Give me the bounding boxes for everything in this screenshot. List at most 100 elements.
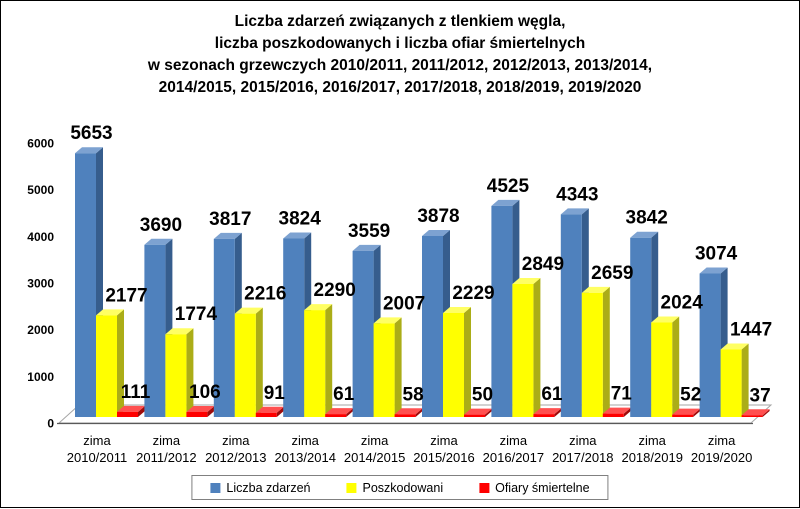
x-axis-label-bottom: 2017/2018 xyxy=(552,450,613,465)
y-axis-label: 6000 xyxy=(27,137,54,151)
x-axis-label-top: zima xyxy=(291,433,319,448)
bar-top-face xyxy=(117,405,145,412)
value-label-liczba-zdarzen-2016/2017: 4525 xyxy=(487,176,530,197)
bar-front-face xyxy=(283,238,305,417)
bar-top-face xyxy=(96,309,124,316)
value-label-poszkodowani-2017/2018: 2659 xyxy=(591,263,633,284)
x-axis-label-bottom: 2013/2014 xyxy=(274,450,335,465)
bar-top-face xyxy=(699,267,728,274)
chart-title-line-1: Liczba zdarzeń związanych z tlenkiem węg… xyxy=(234,13,566,30)
bar-ofiary-smiertelne-2011/2012 xyxy=(186,406,215,417)
y-axis-label: 5000 xyxy=(27,183,54,197)
bar-side-face xyxy=(255,307,263,417)
bar-ofiary-smiertelne-2010/2011 xyxy=(117,405,145,417)
bar-front-face xyxy=(651,322,673,417)
value-label-liczba-zdarzen-2012/2013: 3817 xyxy=(209,209,251,230)
value-label-liczba-zdarzen-2011/2012: 3690 xyxy=(140,215,182,236)
bar-front-face xyxy=(234,313,256,417)
bar-top-face xyxy=(283,232,312,239)
bar-poszkodowani-2016/2017 xyxy=(512,278,541,417)
chart-title-line-4: 2014/2015, 2015/2016, 2016/2017, 2017/20… xyxy=(158,79,642,96)
bar-front-face xyxy=(96,315,117,417)
bar-top-face xyxy=(443,306,471,313)
chart-title-line-3: w sezonach grzewczych 2010/2011, 2011/20… xyxy=(147,57,653,74)
legend-swatch-red xyxy=(479,482,490,493)
chart-title-line-2: liczba poszkodowanych i liczba ofiar śmi… xyxy=(214,35,586,52)
value-label-poszkodowani-2015/2016: 2229 xyxy=(452,283,494,304)
legend-label-ofiary-smiertelne: Ofiary śmiertelne xyxy=(495,480,590,495)
value-label-liczba-zdarzen-2015/2016: 3878 xyxy=(417,206,459,227)
bar-front-face xyxy=(602,413,624,417)
x-axis-label-top: zima xyxy=(361,433,389,448)
bar-front-face xyxy=(533,414,555,417)
bar-front-face xyxy=(186,412,208,417)
value-label-poszkodowani-2016/2017: 2849 xyxy=(522,254,564,275)
bar-top-face xyxy=(602,407,631,414)
x-axis-label-top: zima xyxy=(500,433,528,448)
value-label-liczba-zdarzen-2019/2020: 3074 xyxy=(695,244,738,265)
value-label-liczba-zdarzen-2010/2011: 5653 xyxy=(70,123,112,144)
x-axis-label-bottom: 2019/2020 xyxy=(691,450,752,465)
bar-ofiary-smiertelne-2018/2019 xyxy=(672,408,701,417)
bar-side-face xyxy=(276,406,284,417)
x-axis-label-top: zima xyxy=(83,433,111,448)
bar-ofiary-smiertelne-2016/2017 xyxy=(533,408,562,417)
bar-front-face xyxy=(672,414,694,417)
bar-poszkodowani-2012/2013 xyxy=(234,307,263,417)
y-axis-label: 4000 xyxy=(27,230,54,244)
bar-side-face xyxy=(485,408,492,417)
bar-front-face xyxy=(165,334,187,417)
legend-swatch-blue xyxy=(210,482,221,493)
y-axis-label: 2000 xyxy=(27,323,54,337)
bar-poszkodowani-2013/2014 xyxy=(304,304,333,417)
bar-front-face xyxy=(422,236,443,417)
value-label-ofiary-smiertelne-2014/2015: 58 xyxy=(403,384,424,405)
x-axis-label-bottom: 2012/2013 xyxy=(205,450,266,465)
bar-front-face xyxy=(394,414,416,417)
bar-top-face xyxy=(352,244,381,251)
x-axis-label-bottom: 2016/2017 xyxy=(483,450,544,465)
bar-side-face xyxy=(186,328,194,417)
bar-top-face xyxy=(581,286,610,293)
bar-front-face xyxy=(699,273,721,417)
value-label-liczba-zdarzen-2013/2014: 3824 xyxy=(279,209,322,230)
bar-ofiary-smiertelne-2019/2020 xyxy=(741,409,770,417)
x-axis-label-bottom: 2018/2019 xyxy=(621,450,682,465)
bar-front-face xyxy=(581,292,603,417)
bar-front-face xyxy=(630,237,652,417)
bar-side-face xyxy=(762,409,770,417)
bar-ofiary-smiertelne-2013/2014 xyxy=(325,408,354,417)
bar-top-face xyxy=(630,231,659,238)
value-label-poszkodowani-2013/2014: 2290 xyxy=(314,280,356,301)
y-axis-label: 0 xyxy=(47,417,54,431)
bar-side-face xyxy=(464,306,471,417)
bar-front-face xyxy=(255,412,277,417)
value-label-ofiary-smiertelne-2011/2012: 106 xyxy=(189,382,221,403)
bar-poszkodowani-2017/2018 xyxy=(581,286,610,417)
bar-side-face xyxy=(394,317,402,417)
bar-top-face xyxy=(144,238,173,245)
bar-front-face xyxy=(443,312,464,417)
x-axis-label-top: zima xyxy=(430,433,458,448)
bar-front-face xyxy=(512,284,534,417)
bar-top-face xyxy=(165,328,194,335)
x-axis-label-bottom: 2011/2012 xyxy=(136,450,197,465)
y-axis-label: 1000 xyxy=(27,370,54,384)
bar-front-face xyxy=(144,244,166,417)
bar-top-face xyxy=(75,147,103,154)
bar-poszkodowani-2018/2019 xyxy=(651,316,680,417)
x-axis-label-top: zima xyxy=(708,433,736,448)
bar-front-face xyxy=(373,323,395,417)
bar-poszkodowani-2019/2020 xyxy=(720,343,749,417)
bar-top-face xyxy=(373,317,402,324)
legend-label-liczba-zdarzen: Liczba zdarzeń xyxy=(226,480,311,495)
bar-top-face xyxy=(720,343,749,350)
bar-top-face xyxy=(741,409,770,416)
legend: Liczba zdarzeń Poszkodowani Ofiary śmier… xyxy=(191,475,609,500)
bar-top-face xyxy=(186,406,215,413)
bar-side-face xyxy=(207,406,215,417)
value-label-poszkodowani-2011/2012: 1774 xyxy=(175,304,218,325)
bar-front-face xyxy=(720,349,742,417)
bar-front-face xyxy=(325,414,347,417)
bar-poszkodowani-2010/2011 xyxy=(96,309,124,417)
